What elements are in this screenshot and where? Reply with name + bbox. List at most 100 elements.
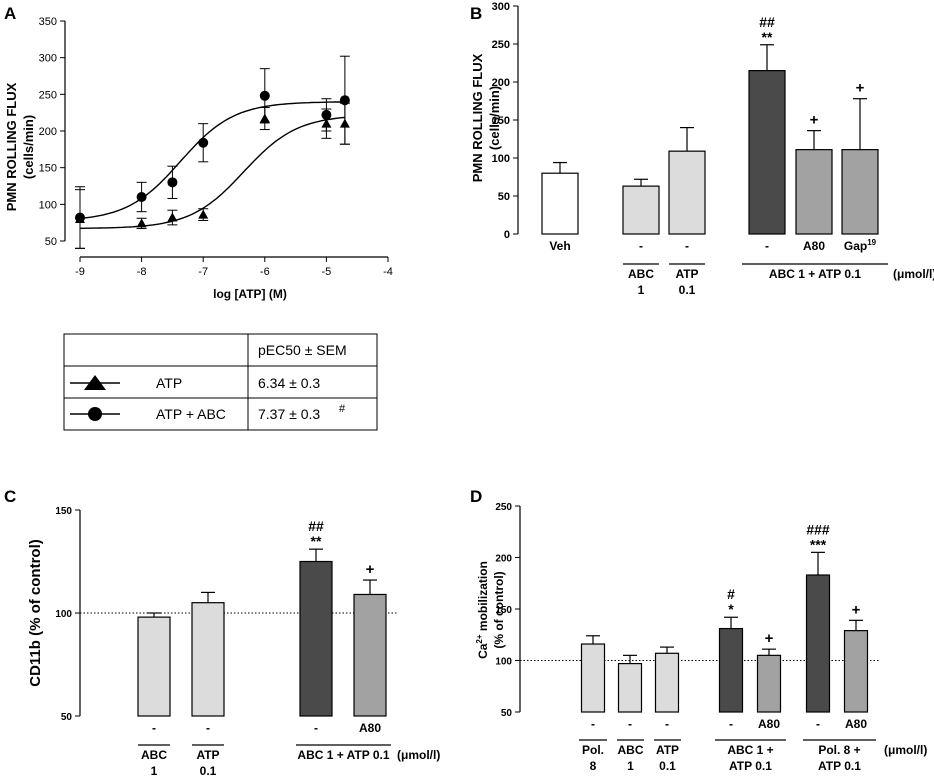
y-tick-label: 100 [55,609,72,620]
group-label: 0.1 [659,759,676,773]
group-label: ATP 0.1 [729,759,772,773]
group-label: 1 [627,759,634,773]
group-label: ABC [618,743,644,757]
panel-c: C 50 100 150 - - **## - + A80 ABC 1 ATP 0.1 ABC 1 + A… [4,487,440,778]
bar-label: - [628,717,632,731]
bar-label: A80 [758,717,780,731]
panel-b-letter: B [470,4,482,23]
y-tick-label: 150 [55,506,72,517]
y-tick-label: 200 [39,126,57,138]
panel-d-ylabel-line2: (% of control) [492,571,506,648]
group-label: 1 [638,283,645,297]
significance-mark: + [366,561,375,578]
significance-mark: ** [311,533,322,549]
group-label: ABC 1 + ATP 0.1 [769,267,861,281]
panel-c-ylabel: CD11b (% of control) [27,539,44,687]
y-tick-label: 50 [501,708,513,719]
bar-label: - [152,721,156,735]
bar [299,560,333,717]
significance-mark: *** [810,536,827,552]
y-tick-label: 150 [492,115,510,127]
bar [580,643,606,713]
bar [756,654,782,713]
group-label: 0.1 [679,283,696,297]
significance-mark: + [856,80,865,97]
bar [843,630,869,713]
bar [805,574,831,713]
bar-label: A80 [803,239,825,253]
bar-label: - [685,239,689,253]
table-row-value: 6.34 ± 0.3 [258,375,320,391]
fit-curve [79,101,345,220]
y-tick-label: 250 [495,502,512,513]
bar [748,69,786,235]
group-label: ABC 1 + [727,743,773,757]
y-tick-label: 100 [495,657,512,668]
panel-b: B 0 50 100 150 200 250 300 Veh - - **## - + A80 + Gap19… [470,1,934,297]
significance-mark: ## [308,518,324,534]
panel-a-ylabel-line2: (cells/min) [21,115,36,179]
group-label: ABC 1 + ATP 0.1 [297,748,389,762]
y-tick-label: 200 [492,77,510,89]
bar [622,185,660,235]
bar-label: Veh [549,239,570,253]
unit-label: (μmol/l) [884,743,927,757]
panel-d-ylabel-line1: Ca2+ mobilization [475,561,490,659]
panel-a-ylabel-line1: PMN ROLLING FLUX [4,82,19,211]
pec50-table: pEC50 ± SEM ATP 6.34 ± 0.3 ATP + ABC 7.3… [63,333,378,431]
significance-mark: ** [762,29,773,45]
y-tick-label: 300 [492,1,510,13]
group-label: Pol. [582,743,604,757]
significance-mark: + [765,630,774,647]
group-label: 1 [151,764,158,778]
x-tick-label: -4 [383,266,393,278]
data-point [198,137,209,148]
bar-label: - [206,721,210,735]
group-label: ATP [196,748,219,762]
bar-label: - [765,239,769,253]
panel-b-ylabel-line2: (cells/min) [487,86,502,150]
y-tick-label: 150 [39,163,57,175]
x-tick-label: -9 [75,266,85,278]
bar [137,616,171,717]
y-tick-label: 150 [495,605,512,616]
bar [795,149,833,235]
group-label: ABC [141,748,167,762]
panel-d-ylabel-rest: mobilization [476,561,490,634]
y-tick-label: 100 [492,153,510,165]
group-label: ATP [675,267,698,281]
data-point [136,218,147,228]
significance-mark: + [810,112,819,129]
panel-c-plot: 50 100 150 - - **## - + A80 ABC 1 ATP 0.1 ABC 1 + ATP… [55,506,440,778]
panel-d-plot: 50 100 150 200 250 - - - *# - + A80 ***### - + A80 Pol. 8… [495,502,927,773]
y-tick-label: 50 [61,712,73,723]
x-tick-label: -7 [198,266,208,278]
group-label: ATP 0.1 [818,759,861,773]
bar-label: A80 [845,717,867,731]
panel-d-letter: D [470,487,482,506]
table-row-label: ATP [156,375,182,391]
data-point [198,209,209,219]
y-tick-label: 300 [39,53,57,65]
y-tick-label: 0 [504,229,510,241]
bar-label-sup: 19 [867,238,876,247]
table-header: pEC50 ± SEM [258,342,347,358]
bar [718,627,744,713]
panel-a: A 50 100 150 200 250 300 350 -9 -8 -7 -6 -5 -4 log [… [4,4,393,431]
panel-c-letter: C [4,487,16,506]
table-row-label: ATP + ABC [156,406,226,422]
data-point [75,212,85,223]
data-point [259,90,270,101]
y-tick-label: 50 [498,191,510,203]
unit-label: (μmol/l) [893,267,934,281]
bar-label: Gap19 [844,238,877,253]
table-row-significance: # [339,403,346,415]
panel-a-xlabel: log [ATP] (M) [213,287,287,301]
y-tick-label: 250 [39,89,57,101]
bar [668,150,706,235]
bar-label: A80 [359,721,381,735]
table-row-value: 7.37 ± 0.3 [258,406,320,422]
x-tick-label: -5 [322,266,332,278]
data-point [136,192,147,202]
